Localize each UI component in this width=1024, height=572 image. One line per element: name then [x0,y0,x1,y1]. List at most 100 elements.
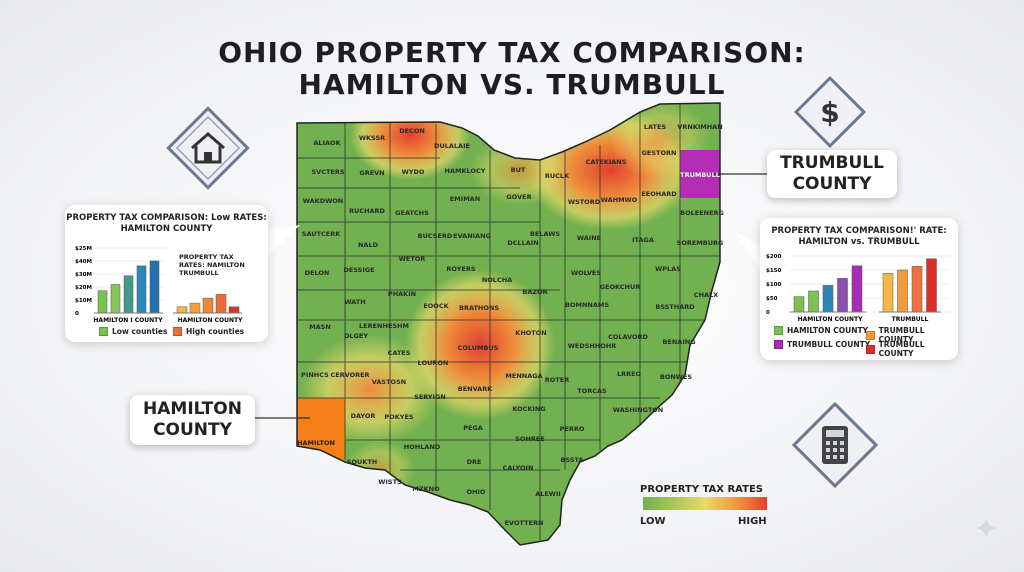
county-label: WOLVES [570,269,602,277]
legend-title: PROPERTY TAX RATES [640,484,763,495]
county-label: BONWES [659,373,693,381]
y-tick: $10M [75,298,92,304]
county-label: TORCAS [577,387,607,395]
county-label: KHOTON [515,329,547,337]
county-label: DAYOR [350,412,376,420]
county-label: CALYOIN [502,464,534,472]
county-label: BSSTHARD [655,303,695,311]
county-label: SOREMBURG [676,239,724,247]
county-label: VRNKIMHAN [677,123,723,131]
bar [228,306,240,314]
county-label: COLAVORD [608,333,648,341]
county-label: BOMNNAMS [564,301,610,309]
county-label: DECON [399,127,425,135]
county-label: POKYES [384,413,414,421]
bar [97,290,108,314]
bar [202,297,214,314]
county-label: CATEKIANS [585,158,627,166]
county-label: DLGEY [343,332,369,340]
y-tick: $30M [75,272,92,278]
bar [149,260,160,314]
legend-high: HIGH [738,516,767,527]
county-label: CATES [387,349,411,357]
panel-title: PROPERTY TAX COMPARISON: Low RATES: HAMI… [66,213,267,234]
county-label: BRATHONS [458,304,500,312]
hamilton-callout: HAMILTON COUNTY [130,395,255,445]
county-label: BSSTA [560,456,584,464]
county-label: LOURON [417,359,449,367]
bar [851,265,863,313]
county-label: HAMKLOCY [444,167,486,175]
bar [123,275,134,314]
legend-low-counties: Low counties [99,327,167,336]
county-label: SOUKTH [346,458,378,466]
county-label: GEATCHS [395,209,429,217]
county-label: WKSSR [358,134,386,142]
panel-title: PROPERTY TAX COMPARISON!' RATE: HAMILTON… [771,226,947,247]
county-label: EMIMAN [449,195,481,203]
bar [110,284,121,314]
county-label: ITAGA [632,236,654,244]
county-label: DCLLAIN [507,239,539,247]
county-label: RUCLK [544,172,570,180]
bar [897,269,908,313]
county-label: WAHMWO [600,196,638,204]
county-label: ROYERS [446,265,476,273]
county-label: GREVN [359,169,385,177]
county-label: DESSIGE [343,266,375,274]
bar [176,306,188,314]
county-label: LATES [643,123,667,131]
y-tick: $200 [766,254,781,260]
legend-trumbull-2: TRUMBULL COUNTY [774,340,870,349]
svg-text:$: $ [820,96,839,129]
county-label: HOHLAND [403,443,441,451]
legend-trumbull-1: TRUMBULL COUNTY [866,326,958,344]
county-label: MASN [309,323,331,331]
y-tick: 0 [75,311,79,317]
hamilton-county-label[interactable]: HAMILTON [297,439,335,447]
legend-hamilton: HAMILTON COUNTY [774,326,868,335]
county-label: BELAWS [529,230,561,238]
county-label: MZKNO [412,485,440,493]
low-rates-chart: $25M $40M $30M $20M $10M 0 HAMILTON I COUNTY HA… [75,246,243,324]
county-label: ALIAOK [313,139,341,147]
county-label: GOVER [506,193,532,201]
dollar-icon: $ [793,75,867,149]
county-label: GEOKCHUR [599,283,641,291]
county-label: KOCKING [512,405,546,413]
x-label: HAMILTON COUNTY [798,316,863,323]
county-label: BAZOR [522,288,548,296]
county-label: EEOHARD [641,190,677,198]
county-label: SERYIGN [414,393,446,401]
hamilton-vs-trumbull-chart: $200 $150 $100 $50 0 HAMILTON COUNTY TRUMBULL [766,254,950,323]
county-label: GESTORN [641,149,677,157]
county-label: EOOCK [423,302,449,310]
legend-trumbull-3: TRUMBULL COUNTY [866,340,958,358]
county-label: NALD [357,241,379,249]
trumbull-callout: TRUMBULL COUNTY [767,150,897,198]
x-label: HAMILTON COUNTY [178,317,243,324]
county-label: WISTS [378,478,402,486]
bar [822,285,834,313]
bar [837,278,848,313]
house-icon [166,106,250,190]
county-label: DRE [466,458,482,466]
county-label: SAUTCERK [301,230,341,238]
county-label: LERENHESHM [359,322,409,330]
bar [793,296,805,313]
y-tick: $50 [766,296,778,302]
county-label: BUCSERD [417,232,453,240]
x-label: HAMILTON I COUNTY [93,317,163,324]
county-label: WYDO [401,168,425,176]
trumbull-county-label[interactable]: TRUMBULL [680,171,720,179]
county-label: CHALX [693,291,719,299]
county-label: WETOR [398,255,426,263]
county-label: PERRO [559,425,585,433]
y-tick: $100 [766,282,781,288]
sub-chart-title: PROPERTY TAX RATES: NAMILTON TRUMBULL [179,253,245,277]
y-tick: $40M [75,259,92,265]
county-label: DELON [304,269,330,277]
bar [215,294,227,314]
bar [926,258,937,313]
county-label: EVOTTERN [504,519,544,527]
